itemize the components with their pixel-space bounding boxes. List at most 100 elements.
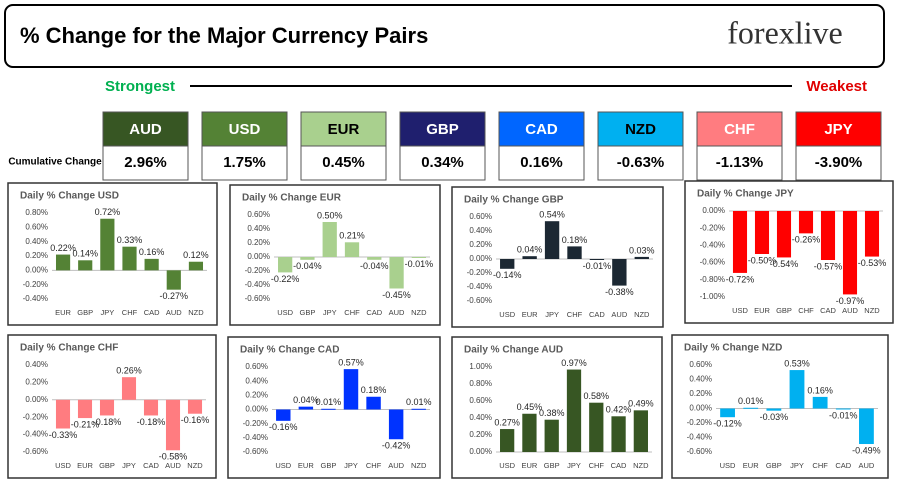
value-cell xyxy=(498,145,585,181)
y-tick-label: -0.60% xyxy=(467,296,492,305)
data-label: 0.01% xyxy=(738,396,764,406)
x-tick-label: AUD xyxy=(389,308,405,317)
data-label: -0.01% xyxy=(583,261,612,271)
currency-value: 1.75% xyxy=(223,154,266,171)
x-tick-label: USD xyxy=(55,461,71,470)
data-label: -0.01% xyxy=(405,259,434,269)
chart-panel xyxy=(451,336,663,479)
bar xyxy=(720,408,735,418)
bar xyxy=(634,256,649,259)
y-tick-label: 0.00% xyxy=(25,265,48,274)
x-tick-label: AUD xyxy=(842,306,858,315)
bar xyxy=(743,407,759,409)
bar xyxy=(122,246,137,271)
data-label: -0.18% xyxy=(137,417,166,427)
bar xyxy=(77,399,93,419)
bar xyxy=(188,261,204,271)
data-label: 0.12% xyxy=(183,250,209,260)
currency-value: -3.90% xyxy=(815,154,863,171)
data-label: 0.53% xyxy=(784,358,810,368)
data-label: -0.18% xyxy=(93,417,122,427)
data-label: 0.04% xyxy=(293,395,319,405)
bar xyxy=(55,399,71,429)
x-tick-label: EUR xyxy=(77,461,93,470)
bar xyxy=(567,246,582,259)
x-tick-label: CAD xyxy=(366,308,382,317)
data-label: 0.54% xyxy=(539,210,565,220)
x-tick-label: AUD xyxy=(165,461,181,470)
bar xyxy=(589,259,605,260)
chart-title: Daily % Change NZD xyxy=(684,343,782,354)
bar xyxy=(589,402,604,452)
data-label: -0.16% xyxy=(181,415,210,425)
x-tick-label: CHF xyxy=(798,306,814,315)
data-label: 0.26% xyxy=(116,366,142,376)
row-label: Cumulative Change xyxy=(8,157,102,168)
data-label: 0.72% xyxy=(95,207,121,217)
page-title: % Change for the Major Currency Pairs xyxy=(20,23,428,48)
bar xyxy=(343,369,359,410)
data-label: 0.18% xyxy=(562,235,588,245)
data-label: -0.58% xyxy=(159,452,188,462)
bar xyxy=(99,399,115,416)
chart-title: Daily % Change EUR xyxy=(242,193,342,204)
currency-name: AUD xyxy=(129,121,162,138)
x-tick-label: NZD xyxy=(411,461,427,470)
y-tick-label: 0.00% xyxy=(25,395,48,404)
data-label: -0.97% xyxy=(836,296,865,306)
currency-name: GBP xyxy=(426,121,459,138)
x-tick-label: JPY xyxy=(790,461,804,470)
currency-value: 0.45% xyxy=(322,154,365,171)
x-tick-label: JPY xyxy=(323,308,337,317)
data-label: 0.18% xyxy=(361,385,387,395)
x-tick-label: GBP xyxy=(77,308,93,317)
currency-cell xyxy=(300,111,387,147)
bar xyxy=(798,211,814,234)
y-tick-label: 0.60% xyxy=(25,222,48,231)
y-tick-label: -0.60% xyxy=(687,447,712,456)
x-tick-label: EUR xyxy=(754,306,770,315)
bar xyxy=(389,257,404,289)
data-label: 0.01% xyxy=(406,397,432,407)
data-label: 0.04% xyxy=(517,245,543,255)
x-tick-label: GBP xyxy=(776,306,792,315)
data-label: 0.45% xyxy=(517,402,543,412)
currency-name: EUR xyxy=(328,121,360,138)
y-tick-label: 0.20% xyxy=(25,378,48,387)
x-tick-label: USD xyxy=(499,310,515,319)
y-tick-label: 0.20% xyxy=(689,389,712,398)
y-tick-label: 0.00% xyxy=(689,404,712,413)
data-label: -0.12% xyxy=(713,419,742,429)
y-tick-label: 0.00% xyxy=(469,254,492,263)
bar xyxy=(78,260,93,271)
data-label: -0.53% xyxy=(858,258,887,268)
currency-cell xyxy=(102,111,189,147)
data-label: 0.50% xyxy=(317,210,343,220)
x-tick-label: NZD xyxy=(633,461,649,470)
bar xyxy=(820,211,836,261)
value-cell xyxy=(102,145,189,181)
logo: forexlive xyxy=(727,14,843,50)
y-tick-label: -0.60% xyxy=(245,294,270,303)
x-tick-label: USD xyxy=(499,461,515,470)
x-tick-label: EUR xyxy=(522,310,538,319)
bar xyxy=(322,222,337,257)
data-label: 0.01% xyxy=(316,397,342,407)
bar xyxy=(388,409,404,440)
bar xyxy=(776,211,792,258)
bar xyxy=(276,409,291,421)
x-tick-label: GBP xyxy=(544,461,560,470)
chart-title: Daily % Change JPY xyxy=(697,189,794,200)
bar xyxy=(166,270,181,290)
data-label: -0.42% xyxy=(382,441,411,451)
y-tick-label: -0.20% xyxy=(467,268,492,277)
data-label: -0.49% xyxy=(852,445,881,455)
x-tick-label: EUR xyxy=(522,461,538,470)
y-tick-label: 0.00% xyxy=(245,405,268,414)
data-label: -0.57% xyxy=(814,261,843,271)
y-tick-label: 0.40% xyxy=(469,226,492,235)
x-tick-label: NZD xyxy=(864,306,880,315)
bar xyxy=(766,408,782,411)
data-label: 0.16% xyxy=(139,247,165,257)
